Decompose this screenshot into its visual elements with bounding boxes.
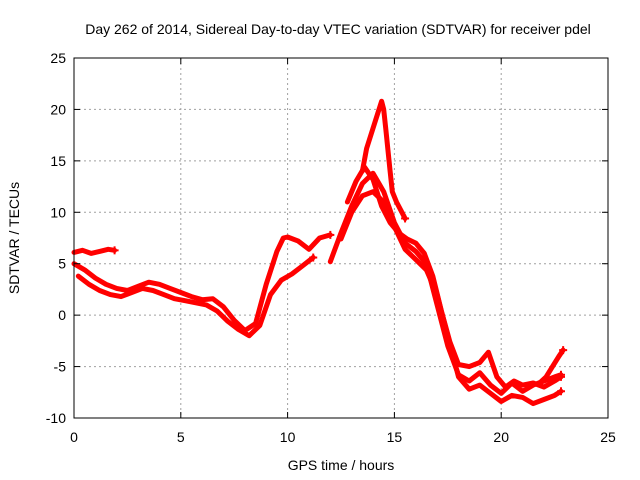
y-tick-label: 0 [58, 307, 66, 323]
x-tick-label: 25 [600, 429, 616, 445]
series-trace-arc-end [537, 347, 566, 386]
series-end-marker-arc-end [559, 346, 568, 355]
series-trace-arc-early [71, 246, 118, 256]
series-trace-arc-main-2 [75, 255, 316, 339]
plot-area [71, 98, 568, 407]
y-axis-label: SDTVAR / TECUs [6, 182, 22, 294]
series-trace-arc-afternoon-1 [327, 170, 564, 396]
y-tick-label: -10 [46, 410, 66, 426]
y-tick-label: 15 [50, 153, 66, 169]
series-trace-arc-afternoon-2 [338, 189, 564, 407]
series-end-marker-arc-early [110, 246, 119, 255]
series-end-marker-arc-main-2 [309, 253, 318, 262]
grid-lines [74, 58, 608, 418]
series-trace-arc-peak-spike [359, 98, 408, 221]
x-tick-label: 0 [70, 429, 78, 445]
plot-frame [73, 57, 609, 419]
series-end-marker-arc-afternoon-2 [557, 387, 566, 396]
y-tick-label: 10 [50, 204, 66, 220]
y-tick-label: 5 [58, 256, 66, 272]
series-end-marker-arc-peak-spike [401, 214, 410, 223]
x-tick-label: 20 [493, 429, 509, 445]
y-tick-label: 20 [50, 101, 66, 117]
x-tick-label: 10 [280, 429, 296, 445]
series-trace-arc-peak-upper [344, 164, 564, 390]
x-tick-label: 5 [177, 429, 185, 445]
x-tick-label: 15 [387, 429, 403, 445]
axis-ticks: 0 5 10 15 20 25 -10 -5 0 5 10 15 20 25 [46, 50, 616, 445]
series-end-marker-arc-main-1 [326, 230, 335, 239]
chart-title: Day 262 of 2014, Sidereal Day-to-day VTE… [85, 21, 591, 37]
y-tick-label: -5 [54, 359, 67, 375]
x-axis-label: GPS time / hours [288, 457, 395, 473]
series-end-marker-arc-peak-upper [557, 372, 566, 381]
series-trace-arc-main-1 [71, 232, 333, 334]
y-tick-label: 25 [50, 50, 66, 66]
